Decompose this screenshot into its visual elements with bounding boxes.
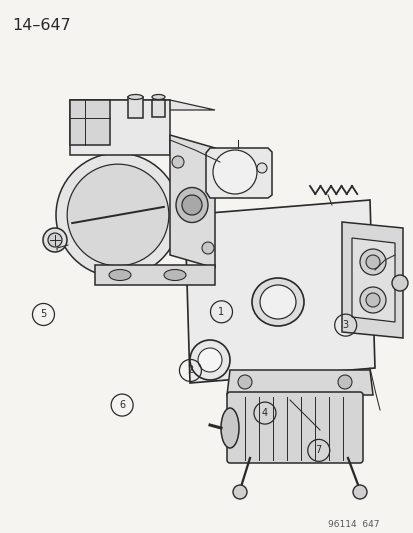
Circle shape: [43, 228, 67, 252]
Circle shape: [197, 348, 221, 372]
Circle shape: [359, 287, 385, 313]
Polygon shape: [152, 100, 165, 117]
Polygon shape: [70, 100, 110, 145]
Polygon shape: [226, 370, 372, 395]
Ellipse shape: [252, 278, 303, 326]
Text: 1: 1: [218, 307, 224, 317]
Polygon shape: [70, 100, 170, 155]
Ellipse shape: [221, 408, 238, 448]
Ellipse shape: [164, 270, 185, 280]
Polygon shape: [351, 238, 394, 322]
Circle shape: [202, 242, 214, 254]
Polygon shape: [341, 222, 402, 338]
Circle shape: [233, 485, 247, 499]
Ellipse shape: [109, 270, 131, 280]
Text: 96114  647: 96114 647: [328, 520, 379, 529]
Polygon shape: [70, 100, 214, 110]
Circle shape: [48, 233, 62, 247]
Polygon shape: [128, 97, 142, 118]
Circle shape: [212, 150, 256, 194]
Text: 4: 4: [261, 408, 267, 418]
Ellipse shape: [152, 94, 165, 100]
Circle shape: [337, 375, 351, 389]
Circle shape: [359, 249, 385, 275]
Text: 2: 2: [187, 366, 193, 375]
Circle shape: [365, 255, 379, 269]
Polygon shape: [185, 200, 374, 383]
FancyBboxPatch shape: [226, 392, 362, 463]
Ellipse shape: [128, 94, 142, 100]
Circle shape: [256, 163, 266, 173]
Ellipse shape: [176, 188, 207, 222]
Text: 5: 5: [40, 310, 47, 319]
Circle shape: [171, 156, 183, 168]
Polygon shape: [95, 265, 214, 285]
Circle shape: [190, 340, 230, 380]
Ellipse shape: [259, 285, 295, 319]
Text: 14–647: 14–647: [12, 18, 71, 33]
Text: 7: 7: [315, 446, 321, 455]
Polygon shape: [206, 148, 271, 198]
Circle shape: [56, 153, 180, 277]
Circle shape: [352, 485, 366, 499]
Polygon shape: [170, 135, 214, 268]
Circle shape: [391, 275, 407, 291]
Circle shape: [365, 293, 379, 307]
Circle shape: [182, 195, 202, 215]
Circle shape: [67, 164, 169, 266]
Circle shape: [237, 375, 252, 389]
Text: 3: 3: [342, 320, 348, 330]
Text: 6: 6: [119, 400, 125, 410]
